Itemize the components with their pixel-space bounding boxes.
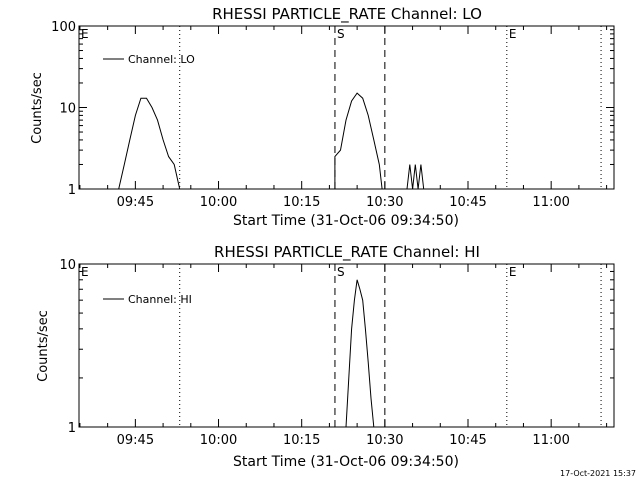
event-marker-label: E [509, 27, 517, 41]
x-tick-label: 11:00 [532, 195, 569, 210]
x-tick-label: 10:00 [200, 433, 237, 448]
y-tick-label: 100 [51, 20, 76, 35]
panel-hi-x-axis-label: Start Time (31-Oct-06 09:34:50) [233, 454, 459, 470]
panel-lo-title: RHESSI PARTICLE_RATE Channel: LO [212, 5, 482, 24]
x-tick-label: 10:45 [449, 433, 486, 448]
x-tick-label: 10:15 [283, 433, 320, 448]
x-tick-label: 09:45 [117, 195, 154, 210]
event-marker-label: S [337, 265, 345, 279]
panel-hi-frame [78, 263, 615, 428]
y-tick-label: 1 [68, 183, 76, 198]
x-tick-label: 10:30 [366, 433, 403, 448]
y-tick-label: 10 [59, 258, 76, 273]
event-marker-label: E [81, 27, 89, 41]
event-marker-label: E [509, 265, 517, 279]
panel-lo-series-line [118, 92, 425, 190]
y-tick-label: 1 [68, 421, 76, 436]
x-tick-label: 10:15 [283, 195, 320, 210]
panel-hi: RHESSI PARTICLE_RATE Channel: HI Counts/… [36, 243, 615, 470]
x-tick-label: 09:45 [117, 433, 154, 448]
panel-lo-frame [78, 25, 615, 190]
panel-hi-title: RHESSI PARTICLE_RATE Channel: HI [214, 243, 480, 262]
y-tick-label: 10 [59, 102, 76, 117]
x-tick-label: 10:30 [366, 195, 403, 210]
event-marker-label: S [337, 27, 345, 41]
panel-lo-axes: 09:45 10:00 10:15 10:30 10:45 11:00 1 10 100 [51, 20, 614, 210]
event-marker-label: E [81, 265, 89, 279]
panel-lo-legend-label: Channel: LO [128, 53, 195, 66]
x-tick-label: 10:45 [449, 195, 486, 210]
panel-lo-y-axis-label: Counts/sec [30, 72, 45, 144]
panel-hi-legend-label: Channel: HI [128, 293, 192, 306]
panel-hi-series-line [345, 279, 375, 428]
panel-lo: RHESSI PARTICLE_RATE Channel: LO Counts/… [30, 5, 615, 229]
x-tick-label: 11:00 [532, 433, 569, 448]
panel-hi-axes: 09:45 10:00 10:15 10:30 10:45 11:00 1 10 [59, 258, 614, 448]
x-tick-label: 10:00 [200, 195, 237, 210]
timestamp-footer: 17-Oct-2021 15:37 [560, 469, 636, 478]
panel-hi-y-axis-label: Counts/sec [36, 310, 51, 382]
panel-lo-x-axis-label: Start Time (31-Oct-06 09:34:50) [233, 213, 459, 229]
